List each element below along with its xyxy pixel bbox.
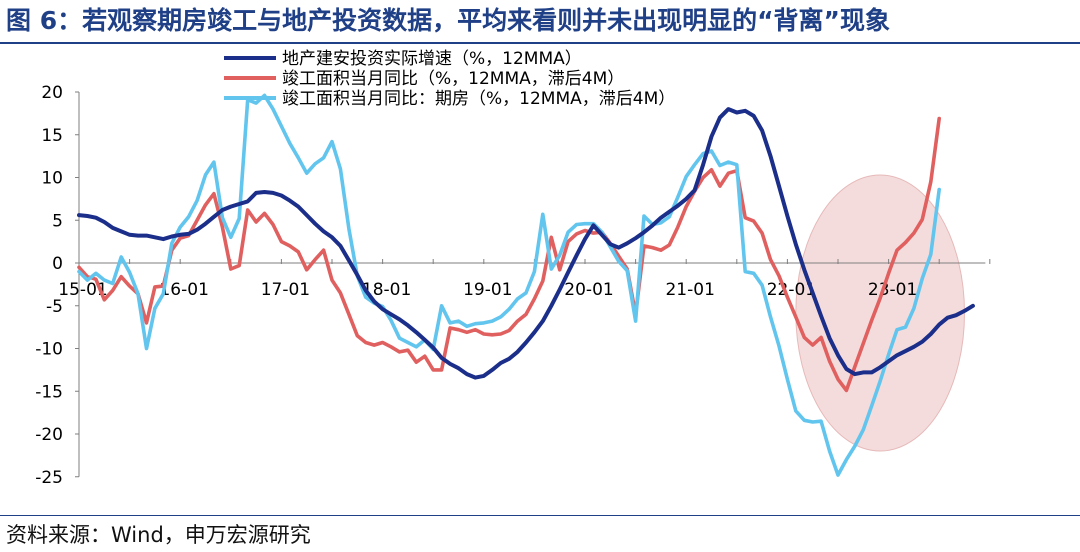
y-tick-label: 20 [41, 83, 63, 103]
x-tick-label: 22-01 [767, 280, 816, 300]
series-line-2 [77, 116, 941, 393]
y-tick-label: -25 [35, 468, 63, 488]
x-tick-label: 16-01 [159, 280, 208, 300]
x-tick-label: 19-01 [463, 280, 512, 300]
y-tick-label: 0 [52, 254, 63, 274]
y-tick-label: 10 [41, 169, 63, 189]
legend-label-1: 地产建安投资实际增速（%，12MMA） [282, 49, 582, 69]
x-tick-label: 17-01 [261, 280, 310, 300]
series-line-3 [77, 93, 941, 477]
x-tick-label: 21-01 [665, 280, 714, 300]
legend-label-2: 竣工面积当月同比（%，12MMA，滞后4M） [282, 69, 624, 89]
figure-title: 图 6：若观察期房竣工与地产投资数据，平均来看则并未出现明显的“背离”现象 [6, 6, 890, 35]
x-tick-label: 15-01 [58, 280, 107, 300]
legend-label-3: 竣工面积当月同比：期房（%，12MMA，滞后4M） [282, 89, 675, 109]
x-tick-label: 18-01 [362, 280, 411, 300]
title-divider [0, 42, 1080, 44]
source-note: 资料来源：Wind，申万宏源研究 [6, 523, 311, 547]
x-tick-label: 23-01 [868, 280, 917, 300]
y-tick-label: 15 [41, 126, 63, 146]
line-chart: 20 15 10 5 0 -5 -10 -15 -20 -25 15-01 16-01 17-01 18-… [35, 49, 991, 488]
y-tick-label: -5 [46, 297, 63, 317]
y-tick-label: -10 [35, 340, 63, 360]
y-tick-label: -15 [35, 382, 63, 402]
y-tick-label: 5 [52, 211, 63, 231]
y-tick-label: -20 [35, 425, 63, 445]
series-line-1 [77, 107, 975, 380]
x-tick-label: 20-01 [564, 280, 613, 300]
series-lines [77, 93, 975, 477]
legend: 地产建安投资实际增速（%，12MMA）竣工面积当月同比（%，12MMA，滞后4M… [224, 49, 675, 109]
bottom-divider [0, 515, 1080, 516]
